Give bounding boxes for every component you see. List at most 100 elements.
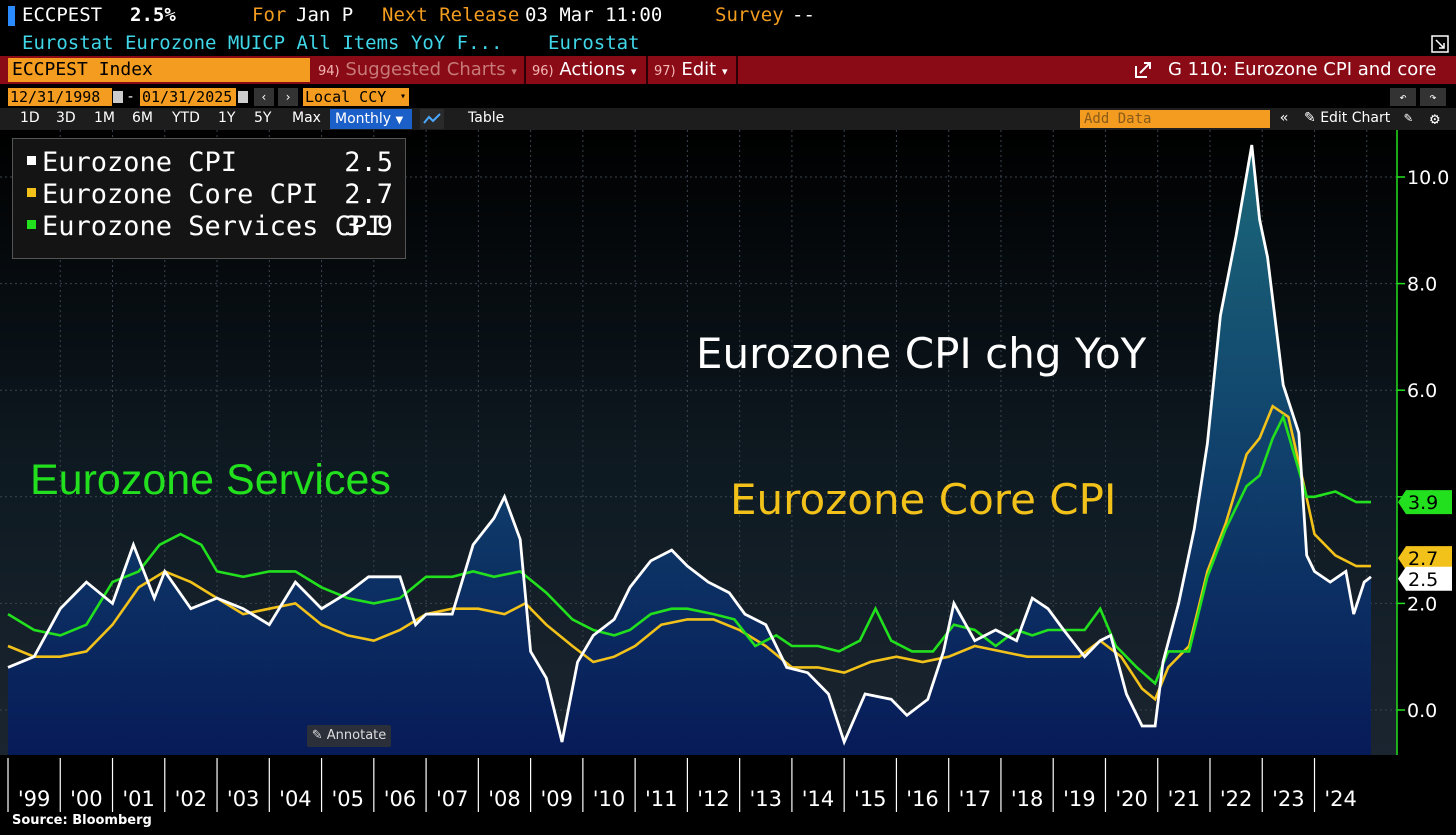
x-tick-label: '99 bbox=[18, 787, 51, 811]
svg-text:3.9: 3.9 bbox=[1408, 492, 1438, 514]
x-tick-label: '04 bbox=[279, 787, 312, 811]
y-tick-label: 8.0 bbox=[1407, 274, 1437, 296]
last-value-labels: 3.9 2.72.5 bbox=[1398, 490, 1452, 591]
edit-chart-button[interactable]: ✎ Edit Chart bbox=[1304, 110, 1390, 126]
x-tick-label: '02 bbox=[175, 787, 208, 811]
export-icon[interactable] bbox=[1133, 61, 1153, 79]
next-release-value: 03 Mar 11:00 bbox=[525, 4, 663, 26]
double-chevron-left-icon[interactable]: « bbox=[1280, 110, 1289, 126]
x-tick-label: '10 bbox=[593, 787, 626, 811]
settings-edit-icon[interactable]: ✎ bbox=[1404, 110, 1413, 126]
y-tick-label: 10.0 bbox=[1407, 167, 1449, 189]
x-tick-label: '18 bbox=[1011, 787, 1044, 811]
period-1m-button[interactable]: 1M bbox=[94, 110, 115, 126]
legend-swatch bbox=[27, 220, 36, 229]
chart-title: G 110: Eurozone CPI and core bbox=[1168, 59, 1437, 80]
legend: Eurozone CPI 2.5 Eurozone Core CPI 2.7 Euroz… bbox=[12, 138, 406, 259]
period-5y-button[interactable]: 5Y bbox=[254, 110, 272, 126]
chevron-down-icon: ▾ bbox=[630, 65, 637, 78]
edit-label: Edit bbox=[681, 59, 717, 80]
legend-item[interactable]: Eurozone Services CPI 3.9 bbox=[27, 211, 393, 242]
period-ytd-button[interactable]: YTD bbox=[172, 110, 200, 126]
range-dash: - bbox=[128, 89, 134, 105]
suggested-num: 94) bbox=[318, 64, 340, 79]
last-value-tag: 3.9 bbox=[1398, 490, 1452, 515]
date-range-row: 12/31/1998 - 01/31/2025 ‹ › Local CCY ▾ ↶… bbox=[0, 86, 1456, 108]
chevron-down-icon: ▾ bbox=[511, 65, 517, 78]
last-value: 2.5% bbox=[130, 4, 176, 26]
pencil-icon: ✎ bbox=[1304, 110, 1316, 126]
cpi-line bbox=[7, 144, 1372, 746]
calendar-icon[interactable] bbox=[113, 91, 123, 103]
x-tick-label: '13 bbox=[750, 787, 783, 811]
cpi-area bbox=[8, 145, 1371, 755]
last-value-tag: 2.7 bbox=[1398, 546, 1452, 571]
annotate-label: Annotate bbox=[326, 728, 387, 743]
x-tick-label: '22 bbox=[1220, 787, 1253, 811]
line-chart-icon[interactable] bbox=[420, 109, 444, 129]
end-date-field[interactable]: 01/31/2025 bbox=[140, 88, 236, 106]
legend-item[interactable]: Eurozone CPI 2.5 bbox=[27, 147, 393, 178]
period-row: 1D 3D 1M 6M YTD 1Y 5Y Max Monthly ▼ Table Add D… bbox=[0, 108, 1456, 130]
chevron-down-icon: ▾ bbox=[721, 65, 728, 78]
legend-swatch bbox=[27, 188, 36, 197]
prev-arrow-icon[interactable]: ‹ bbox=[254, 88, 274, 106]
legend-swatch bbox=[27, 156, 36, 165]
divider bbox=[646, 56, 648, 84]
frequency-select[interactable]: Monthly ▼ bbox=[330, 109, 412, 129]
for-value: Jan P bbox=[296, 4, 354, 26]
calendar-icon[interactable] bbox=[238, 91, 248, 103]
x-tick-label: '19 bbox=[1063, 787, 1096, 811]
x-tick-label: '24 bbox=[1324, 787, 1357, 811]
services-cpi-line bbox=[7, 413, 1371, 686]
divider bbox=[524, 56, 526, 84]
annotate-button[interactable]: ✎ Annotate bbox=[307, 725, 391, 747]
legend-value: 2.7 bbox=[344, 179, 393, 210]
period-6m-button[interactable]: 6M bbox=[132, 110, 153, 126]
x-tick-label: '16 bbox=[906, 787, 939, 811]
svg-text:2.5: 2.5 bbox=[1408, 569, 1438, 591]
suggested-charts-menu[interactable]: 94) Suggested Charts ▾ bbox=[318, 57, 517, 83]
y-tick-label: 6.0 bbox=[1407, 380, 1437, 402]
next-arrow-icon[interactable]: › bbox=[278, 88, 298, 106]
x-tick-label: '11 bbox=[645, 787, 678, 811]
edit-menu[interactable]: 97) Edit ▾ bbox=[654, 57, 727, 83]
description: Eurostat Eurozone MUICP All Items YoY F.… bbox=[22, 32, 503, 54]
x-axis-band bbox=[0, 756, 1456, 835]
x-tick-label: '17 bbox=[959, 787, 992, 811]
table-button[interactable]: Table bbox=[468, 110, 505, 126]
x-tick-label: '03 bbox=[227, 787, 260, 811]
cpi-annotation: Eurozone CPI chg YoY bbox=[696, 329, 1147, 378]
legend-label: Eurozone CPI bbox=[42, 147, 238, 178]
core-annotation: Eurozone Core CPI bbox=[730, 475, 1116, 524]
x-tick-label: '23 bbox=[1272, 787, 1305, 811]
ticker: ECCPEST bbox=[22, 4, 103, 26]
currency-label: Local CCY bbox=[305, 88, 387, 106]
period-1d-button[interactable]: 1D bbox=[20, 110, 40, 126]
legend-value: 2.5 bbox=[344, 147, 393, 178]
legend-item[interactable]: Eurozone Core CPI 2.7 bbox=[27, 179, 393, 210]
undo-icon[interactable]: ↶ bbox=[1390, 88, 1416, 106]
period-1y-button[interactable]: 1Y bbox=[218, 110, 236, 126]
edit-num: 97) bbox=[654, 64, 676, 79]
actions-menu[interactable]: 96) Actions ▾ bbox=[532, 57, 636, 83]
core-cpi-line bbox=[7, 404, 1371, 702]
x-axis: '99 '00 '01 '02 '03 '04 '05 '06 '07 '08 '09 '10 '11 '… bbox=[7, 758, 1357, 812]
security-field[interactable]: ECCPEST Index bbox=[8, 58, 310, 82]
gear-icon[interactable]: ⚙ bbox=[1430, 109, 1440, 128]
start-date-field[interactable]: 12/31/1998 bbox=[8, 88, 112, 106]
popout-icon[interactable] bbox=[1430, 34, 1450, 54]
actions-num: 96) bbox=[532, 64, 554, 79]
add-data-input[interactable]: Add Data bbox=[1080, 110, 1270, 128]
period-max-button[interactable]: Max bbox=[292, 110, 321, 126]
actions-label: Actions bbox=[559, 59, 626, 80]
redo-icon[interactable]: ↷ bbox=[1420, 88, 1446, 106]
currency-select[interactable]: Local CCY ▾ bbox=[303, 88, 409, 106]
source-name: Eurostat bbox=[548, 32, 640, 54]
y-tick-label: 0.0 bbox=[1407, 700, 1437, 722]
next-release-label: Next Release bbox=[382, 4, 520, 26]
survey-value: -- bbox=[792, 4, 815, 26]
legend-label: Eurozone Services CPI bbox=[42, 211, 384, 242]
period-3d-button[interactable]: 3D bbox=[56, 110, 76, 126]
last-value-tag: 2.5 bbox=[1398, 566, 1452, 591]
